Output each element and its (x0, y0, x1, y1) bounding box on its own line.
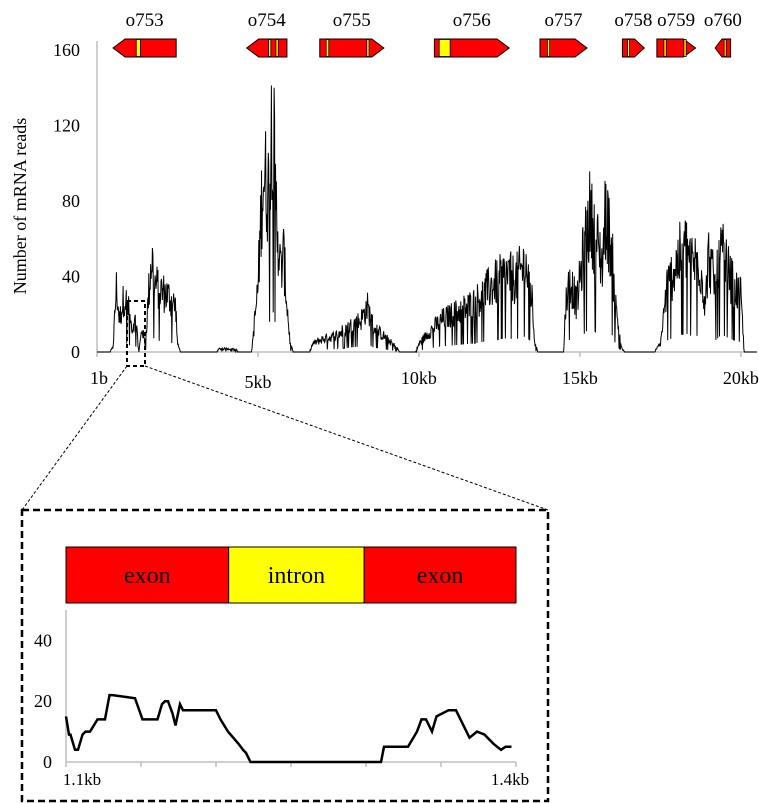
gene-label: o758 (614, 10, 652, 31)
intron-label: intron (268, 563, 325, 589)
inset-y-axis: 0 20 40 (34, 610, 67, 772)
exon-intron-bar: exon intron exon (65, 546, 517, 604)
main-y-tick-label: 80 (62, 191, 80, 211)
main-x-tick-label: 15kb (562, 368, 598, 388)
main-y-tick-label: 120 (53, 116, 80, 136)
main-x-tick-label: 10kb (401, 368, 437, 388)
inset-coverage-line (64, 693, 512, 764)
gene-o760: o760 (704, 10, 742, 58)
main-y-axis-label: Number of mRNA reads (10, 118, 30, 294)
gene-label: o757 (544, 10, 582, 31)
main-y-tick-label: 40 (62, 267, 80, 287)
inset-x-tick-label: 1.4kb (491, 770, 529, 789)
intron-mark (683, 39, 687, 57)
main-x-tick-label: 1b (90, 368, 108, 388)
zoom-connector-left (21, 365, 128, 511)
main-coverage-line (97, 85, 757, 354)
gene-arrow (621, 38, 646, 58)
main-x-tick-label: 5kb (244, 372, 271, 392)
intron-mark (366, 39, 370, 57)
main-y-tick-label: 0 (71, 342, 80, 362)
gene-o757: o757 (539, 10, 588, 58)
gene-o753: o753 (112, 10, 177, 58)
gene-o754: o754 (245, 10, 288, 58)
intron-block (228, 546, 365, 604)
exon-label: exon (417, 563, 464, 589)
main-x-tick-label: 20kb (723, 368, 759, 388)
exon-segment: exon (363, 546, 517, 604)
main-x-axis: 1b 5kb 10kb 15kb 20kb (90, 351, 759, 392)
gene-arrow (539, 38, 588, 58)
intron-mark (627, 39, 630, 57)
gene-label: o759 (657, 10, 695, 31)
gene-arrow (319, 38, 385, 58)
gene-track: o753 o754 o755 o756 o757 o758 o759 o760 (112, 10, 742, 58)
inset-frame (20, 508, 550, 803)
intron-mark (325, 39, 330, 57)
main-y-tick-label: 160 (53, 40, 80, 60)
gene-arrow (714, 38, 732, 58)
intron-mark (275, 39, 279, 57)
gene-arrow (656, 38, 697, 58)
intron-mark (723, 39, 727, 57)
gene-o755: o755 (319, 10, 385, 58)
gene-arrow (433, 38, 510, 58)
gene-arrow (245, 38, 288, 58)
inset-x-tick-label: 1.1kb (63, 770, 101, 789)
gene-o756: o756 (433, 10, 510, 58)
inset-y-tick-label: 40 (34, 630, 52, 650)
intron-mark (135, 39, 141, 57)
gene-label: o755 (333, 10, 371, 31)
inset-chart: exon intron exon 0 20 40 1.1kb 1.4kb (20, 508, 550, 803)
gene-label: o753 (126, 10, 164, 31)
gene-o758: o758 (614, 10, 652, 58)
gene-o759: o759 (656, 10, 697, 58)
main-y-axis: 0 40 80 120 160 (53, 40, 98, 362)
intron-mark (438, 39, 451, 57)
intron-mark (546, 39, 551, 57)
exon-label: exon (124, 563, 171, 589)
intron-mark (268, 39, 272, 57)
zoom-connector-right (144, 365, 549, 511)
intron-segment: intron (228, 546, 365, 604)
gene-label: o754 (248, 10, 287, 31)
main-chart: o753 o754 o755 o756 o757 o758 o759 o760 0 40 80 12… (10, 10, 759, 392)
inset-y-tick-label: 0 (43, 752, 52, 772)
gene-label: o756 (453, 10, 491, 31)
gene-arrow (112, 38, 177, 58)
zoom-region-box (126, 300, 146, 367)
inset-x-axis: 1.1kb 1.4kb (63, 761, 529, 789)
inset-y-tick-label: 20 (34, 691, 52, 711)
exon-block (363, 546, 517, 604)
exon-segment: exon (65, 546, 230, 604)
gene-label: o760 (704, 10, 742, 31)
intron-mark (663, 39, 667, 57)
